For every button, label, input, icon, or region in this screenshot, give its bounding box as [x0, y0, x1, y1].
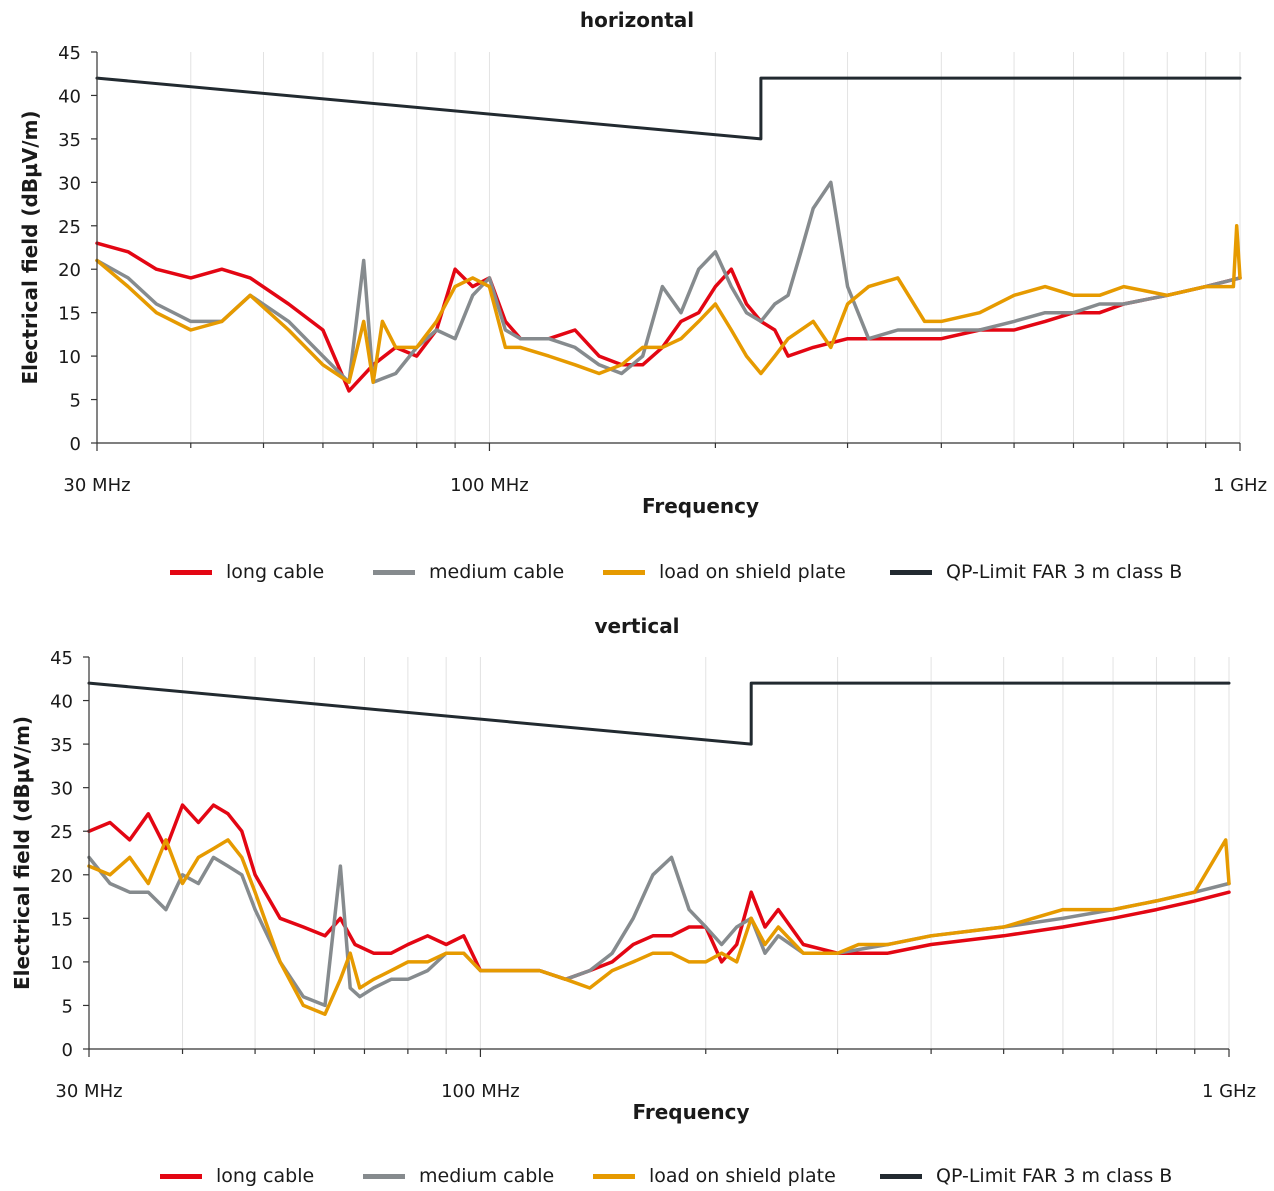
- legend-swatch: [603, 569, 645, 575]
- legend-swatch: [890, 569, 932, 575]
- y-axis-title: Electrical field (dBµV/m): [10, 716, 34, 990]
- legend-item: medium cable: [373, 557, 564, 587]
- series-line-load-on-shield-plate: [87, 838, 1231, 1016]
- y-tick-label: 0: [62, 1040, 73, 1061]
- legend-swatch: [593, 1173, 635, 1179]
- plot-area: 0 5 10 15 20 25 30 35 40 45 30 MHz 100 MHz 1 GHz Freq…: [10, 648, 1256, 1124]
- plot-area: 0 5 10 15 20 25 30 35 40 45 30 MHz 100 MHz 1 GHz Freq…: [18, 43, 1267, 518]
- legend-item: medium cable: [363, 1161, 554, 1191]
- legend-item: load on shield plate: [593, 1161, 836, 1191]
- y-tick-label: 20: [50, 866, 73, 887]
- y-tick-label: 45: [50, 648, 73, 669]
- series-line-medium-cable: [95, 180, 1242, 384]
- y-tick-label: 15: [50, 909, 73, 930]
- series-line-qp-limit-far-3-m-class-b: [87, 681, 1231, 746]
- y-tick-label: 25: [50, 822, 73, 843]
- legend-swatch: [880, 1173, 922, 1179]
- y-tick-label: 40: [58, 86, 81, 107]
- y-tick-label: 45: [58, 43, 81, 64]
- legend-label: medium cable: [419, 1165, 555, 1187]
- y-tick-label: 15: [58, 304, 81, 325]
- y-tick-label: 35: [58, 130, 81, 151]
- x-axis-title: Frequency: [642, 494, 759, 518]
- legend-label: QP-Limit FAR 3 m class B: [946, 561, 1183, 583]
- legend-label: long cable: [226, 561, 325, 583]
- series-line-load-on-shield-plate: [95, 224, 1242, 384]
- y-tick-label: 30: [58, 173, 81, 194]
- legend-label: QP-Limit FAR 3 m class B: [936, 1165, 1173, 1187]
- chart-horizontal: horizontal 0 5 10 15 20 25 30 35 40 45 30 MHz 100 M…: [0, 8, 1274, 587]
- legend-swatch: [170, 569, 212, 575]
- y-axis-title: Electrical field (dBµV/m): [18, 110, 42, 384]
- legend-item: QP-Limit FAR 3 m class B: [890, 557, 1182, 587]
- legend-swatch: [363, 1173, 405, 1179]
- legend-swatch: [160, 1173, 202, 1179]
- y-tick-label: 25: [58, 217, 81, 238]
- y-tick-label: 30: [50, 779, 73, 800]
- legend: long cable medium cable load on shield pla…: [0, 1161, 1274, 1191]
- y-tick-label: 40: [50, 692, 73, 713]
- legend-item: long cable: [170, 557, 324, 587]
- x-tick-label: 100 MHz: [450, 475, 529, 496]
- y-tick-label: 35: [50, 735, 73, 756]
- y-tick-label: 10: [50, 953, 73, 974]
- chart-title: horizontal: [579, 8, 695, 32]
- chart-vertical: vertical 0 5 10 15 20 25 30 35 40 45 30 MHz 100 MHz…: [0, 600, 1274, 1188]
- legend-item: QP-Limit FAR 3 m class B: [880, 1161, 1172, 1191]
- y-tick-label: 5: [70, 391, 81, 412]
- y-tick-label: 0: [70, 434, 81, 455]
- x-tick-label: 1 GHz: [1202, 1081, 1256, 1102]
- legend-label: medium cable: [429, 561, 565, 583]
- legend-swatch: [373, 569, 415, 575]
- legend: long cable medium cable load on shield pla…: [0, 557, 1274, 587]
- legend-label: load on shield plate: [649, 1165, 836, 1187]
- x-axis-title: Frequency: [632, 1100, 749, 1124]
- legend-label: load on shield plate: [659, 561, 846, 583]
- series-line-qp-limit-far-3-m-class-b: [95, 76, 1242, 141]
- y-tick-label: 10: [58, 347, 81, 368]
- x-tick-label: 100 MHz: [441, 1081, 520, 1102]
- y-tick-label: 20: [58, 260, 81, 281]
- x-tick-label: 1 GHz: [1213, 475, 1267, 496]
- series-line-medium-cable: [87, 855, 1231, 1008]
- legend-item: load on shield plate: [603, 557, 846, 587]
- y-tick-label: 5: [62, 996, 73, 1017]
- legend-item: long cable: [160, 1161, 314, 1191]
- x-tick-label: 30 MHz: [55, 1081, 122, 1102]
- x-tick-label: 30 MHz: [63, 475, 130, 496]
- series-line-long-cable: [95, 241, 1242, 393]
- legend-label: long cable: [216, 1165, 315, 1187]
- chart-title: vertical: [594, 614, 680, 638]
